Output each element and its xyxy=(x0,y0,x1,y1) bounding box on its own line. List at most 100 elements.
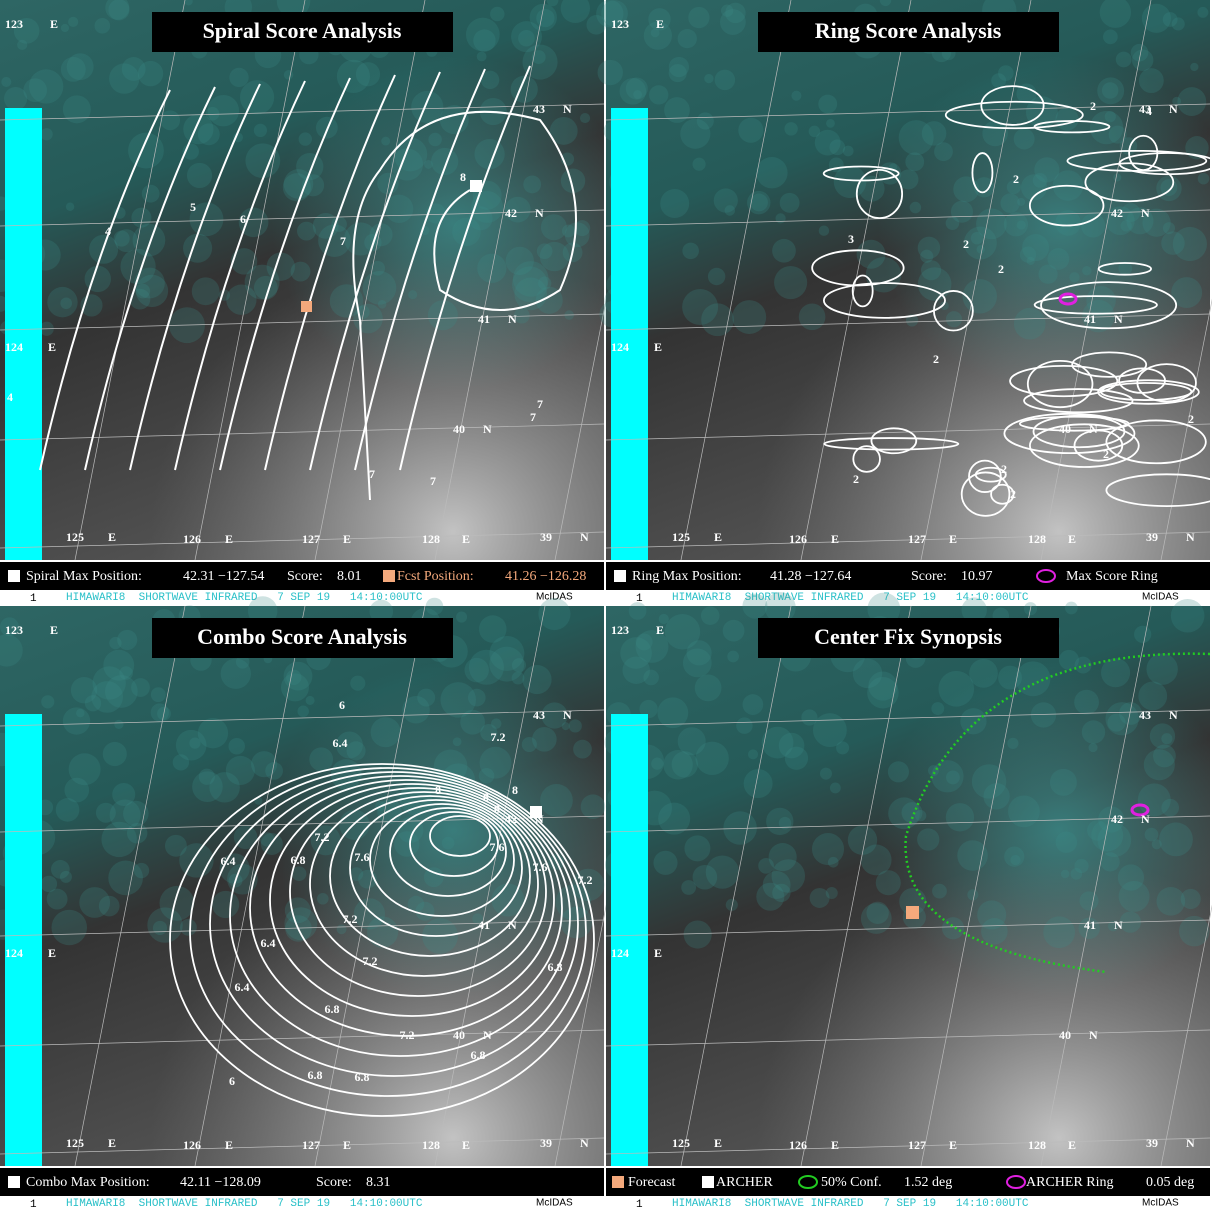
cloud-cell xyxy=(1103,29,1118,45)
cloud-cell xyxy=(150,703,169,722)
cloud-cell xyxy=(197,717,229,749)
coordinate-label: 39 xyxy=(540,1136,552,1150)
contour-label: 7.2 xyxy=(578,873,593,887)
hemisphere-label: E xyxy=(462,532,470,546)
cloud-cell xyxy=(1171,17,1185,31)
cloud-cell xyxy=(108,0,130,21)
cloud-cell xyxy=(775,213,786,224)
cloud-cell xyxy=(478,768,495,784)
cloud-cell xyxy=(191,277,220,306)
cloud-cell xyxy=(801,709,818,726)
hemisphere-label: E xyxy=(831,1138,839,1152)
cloud-cell xyxy=(355,62,381,87)
cloud-cell xyxy=(1151,839,1162,850)
contour-line xyxy=(855,168,904,220)
legend-text: 1.52 deg xyxy=(904,1175,952,1190)
cloud-cell xyxy=(1177,87,1207,116)
cloud-cell xyxy=(677,727,706,756)
cloud-cell xyxy=(317,892,329,905)
contour-label: 8 xyxy=(435,783,441,797)
cloud-cell xyxy=(128,132,164,169)
cloud-cell xyxy=(622,656,651,684)
contour-label: 6 xyxy=(240,212,246,226)
hemisphere-label: E xyxy=(1068,1138,1076,1152)
legend-text: Forecast xyxy=(628,1175,676,1190)
cloud-cell xyxy=(917,828,940,851)
panel-title: Center Fix Synopsis xyxy=(814,624,1002,649)
cloud-cell xyxy=(1170,598,1205,633)
hemisphere-label: N xyxy=(1089,1028,1098,1042)
clear-area xyxy=(606,606,1210,1166)
cloud-cell xyxy=(1162,222,1176,235)
cloud-cell xyxy=(425,203,446,224)
contour-line xyxy=(269,783,555,1017)
cloud-cell xyxy=(635,630,669,663)
coordinate-label: 124 xyxy=(611,340,629,354)
cloud-cell xyxy=(147,907,183,943)
cloud-cell xyxy=(1074,656,1092,674)
legend-marker xyxy=(1036,569,1056,583)
cloud-cell xyxy=(198,768,215,785)
contour-label: 6.8 xyxy=(291,853,306,867)
legend-text: ARCHER xyxy=(716,1175,773,1190)
latitude-line xyxy=(0,919,605,937)
software-brand: McIDAS xyxy=(536,1198,573,1209)
coordinate-label: 126 xyxy=(183,532,201,546)
latitude-line xyxy=(0,1029,605,1047)
cloud-cell xyxy=(1197,6,1209,18)
legend-text: 41.26 −126.28 xyxy=(505,569,586,584)
cloud-cell xyxy=(555,884,592,921)
cloud-cell xyxy=(309,747,334,772)
cloud-cell xyxy=(682,648,712,678)
cloud-cell xyxy=(1120,220,1132,232)
cloud-cell xyxy=(160,110,181,131)
coordinate-label: 126 xyxy=(789,1138,807,1152)
cloud-cell xyxy=(1098,806,1125,833)
cloud-cell xyxy=(68,16,79,28)
coordinate-label: 40 xyxy=(1059,422,1071,436)
cloud-cell xyxy=(784,122,798,136)
cloud-cell xyxy=(950,200,973,223)
contour-line xyxy=(389,807,507,897)
coordinate-label: 42 xyxy=(505,812,517,826)
longitude-line xyxy=(194,0,306,561)
panel-title: Combo Score Analysis xyxy=(197,624,407,649)
cloud-cell xyxy=(336,59,371,93)
cloud-cell xyxy=(109,799,141,831)
coordinate-label: 43 xyxy=(533,102,545,116)
cloud-cell xyxy=(1006,180,1021,195)
cloud-cell xyxy=(738,117,764,143)
panel-title: Spiral Score Analysis xyxy=(203,18,402,43)
cloud-cell xyxy=(346,741,366,761)
cloud-cell xyxy=(747,190,771,215)
cloud-cell xyxy=(546,0,559,7)
contour-line xyxy=(944,100,1084,130)
cloud-cell xyxy=(653,850,678,875)
cloud-cell xyxy=(235,655,250,669)
cloud-cell xyxy=(825,886,838,900)
cloud-cell xyxy=(768,843,797,872)
cloud-cell xyxy=(633,90,643,99)
contour-line xyxy=(851,274,874,308)
cloud-cell xyxy=(969,658,998,688)
cloud-cell xyxy=(1113,173,1122,182)
hemisphere-label: N xyxy=(1141,206,1150,220)
contour-line xyxy=(1040,281,1178,330)
hemisphere-label: E xyxy=(656,623,664,637)
cloud-cell xyxy=(1097,77,1125,105)
cloud-cell xyxy=(847,825,878,855)
cloud-cell xyxy=(377,172,399,195)
contour-line xyxy=(39,89,171,471)
cloud-cell xyxy=(50,860,70,879)
cloud-cell xyxy=(1104,111,1116,123)
cloud-cell xyxy=(1171,277,1203,309)
legend-bar xyxy=(0,1168,604,1196)
cloud-cell xyxy=(643,669,659,686)
hemisphere-label: N xyxy=(1169,102,1178,116)
cloud-cell xyxy=(523,175,542,194)
cloud-cell xyxy=(1016,220,1026,230)
cloud-cell xyxy=(478,615,507,643)
contour-label: 2 xyxy=(1188,412,1194,426)
cloud-cell xyxy=(736,717,753,734)
contour-line xyxy=(174,80,306,471)
